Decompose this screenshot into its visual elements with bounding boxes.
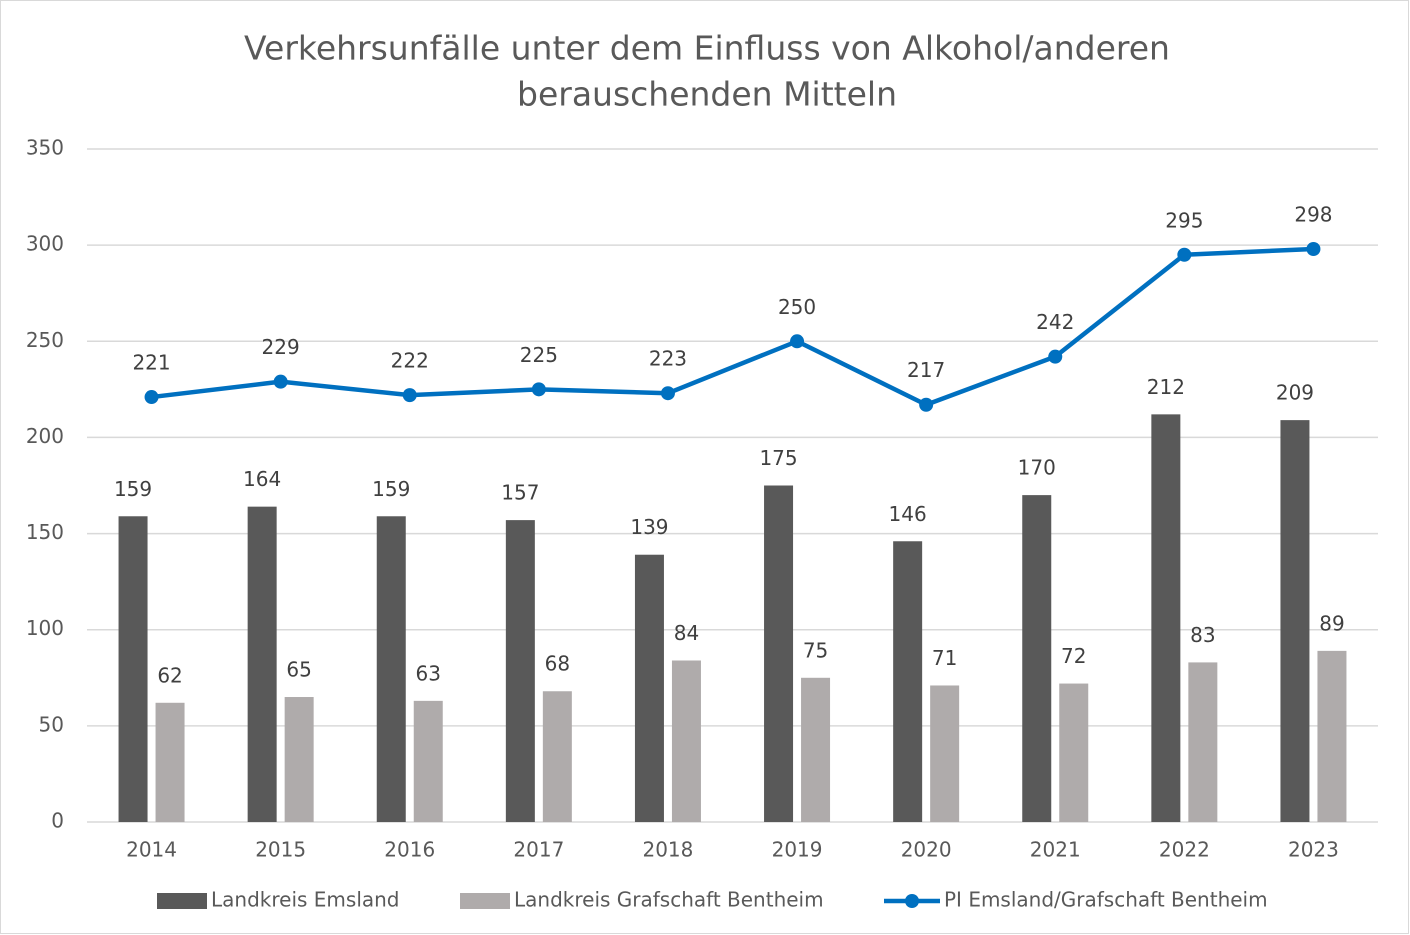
data-label: 159 [372, 477, 410, 501]
data-label: 71 [932, 646, 957, 670]
bar [1280, 420, 1310, 822]
bar [764, 485, 794, 822]
data-label: 221 [132, 351, 170, 375]
legend-label: Landkreis Emsland [211, 888, 400, 912]
x-tick-label: 2018 [642, 838, 693, 862]
legend-label: PI Emsland/Grafschaft Bentheim [944, 888, 1268, 912]
line-marker [1048, 349, 1063, 364]
y-tick-label: 250 [26, 328, 64, 352]
data-label: 65 [286, 658, 311, 682]
bar [118, 516, 148, 822]
data-label: 298 [1294, 202, 1332, 226]
bar [155, 702, 185, 822]
line-marker [402, 388, 417, 403]
x-tick-label: 2015 [255, 838, 306, 862]
data-label: 212 [1147, 375, 1185, 399]
bar [893, 541, 923, 822]
line-marker [919, 397, 934, 412]
legend-swatch [905, 894, 919, 908]
data-label: 62 [157, 663, 182, 687]
data-label: 164 [243, 467, 281, 491]
data-label: 83 [1190, 623, 1215, 647]
bar [1022, 495, 1052, 822]
bar [671, 660, 701, 822]
x-tick-label: 2017 [513, 838, 564, 862]
line-marker [144, 390, 159, 405]
data-label: 157 [501, 481, 539, 505]
bar [1151, 414, 1181, 822]
y-tick-label: 200 [26, 424, 64, 448]
data-label: 175 [759, 446, 797, 470]
bar [1059, 683, 1089, 822]
bar [634, 554, 664, 822]
legend-swatch [460, 893, 510, 909]
data-label: 250 [778, 295, 816, 319]
bar [542, 691, 572, 822]
data-label: 295 [1165, 208, 1203, 232]
line-marker [1306, 241, 1321, 256]
line-marker [790, 334, 805, 349]
x-tick-label: 2014 [126, 838, 177, 862]
data-label: 209 [1276, 381, 1314, 405]
data-label: 170 [1018, 456, 1056, 480]
line-marker [660, 386, 675, 401]
bar [930, 685, 960, 822]
data-label: 229 [262, 335, 300, 359]
y-tick-label: 50 [39, 712, 64, 736]
data-label: 222 [391, 349, 429, 373]
data-label: 89 [1319, 611, 1344, 635]
line [151, 246, 1314, 407]
bar [247, 506, 277, 822]
x-tick-label: 2023 [1288, 838, 1339, 862]
bar [284, 697, 314, 822]
x-tick-label: 2022 [1159, 838, 1210, 862]
x-tick-label: 2016 [384, 838, 435, 862]
bar [413, 700, 443, 822]
bar [376, 516, 406, 822]
y-tick-label: 150 [26, 520, 64, 544]
bar [801, 677, 831, 822]
data-label: 84 [674, 621, 699, 645]
x-tick-label: 2021 [1030, 838, 1081, 862]
chart-title: berauschenden Mitteln [517, 75, 897, 114]
x-tick-label: 2020 [901, 838, 952, 862]
data-label: 242 [1036, 310, 1074, 334]
y-tick-label: 0 [51, 809, 64, 833]
data-label: 225 [520, 343, 558, 367]
y-tick-label: 100 [26, 616, 64, 640]
data-label: 217 [907, 358, 945, 382]
bar [505, 520, 535, 822]
data-label: 223 [649, 347, 687, 371]
bar [1317, 650, 1347, 822]
data-label: 75 [803, 638, 828, 662]
chart-title: Verkehrsunfälle unter dem Einfluss von A… [244, 29, 1170, 68]
data-label: 159 [114, 477, 152, 501]
x-tick-label: 2019 [772, 838, 823, 862]
data-label: 68 [545, 652, 570, 676]
line-marker [1177, 247, 1192, 262]
line-marker [273, 374, 288, 389]
data-label: 146 [889, 502, 927, 526]
line-marker [531, 382, 546, 397]
data-label: 139 [630, 515, 668, 539]
bar [1188, 662, 1218, 822]
y-tick-label: 300 [26, 232, 64, 256]
data-label: 63 [416, 661, 441, 685]
legend-swatch [157, 893, 207, 909]
data-label: 72 [1061, 644, 1086, 668]
legend-label: Landkreis Grafschaft Bentheim [514, 888, 824, 912]
y-tick-label: 350 [26, 136, 64, 160]
